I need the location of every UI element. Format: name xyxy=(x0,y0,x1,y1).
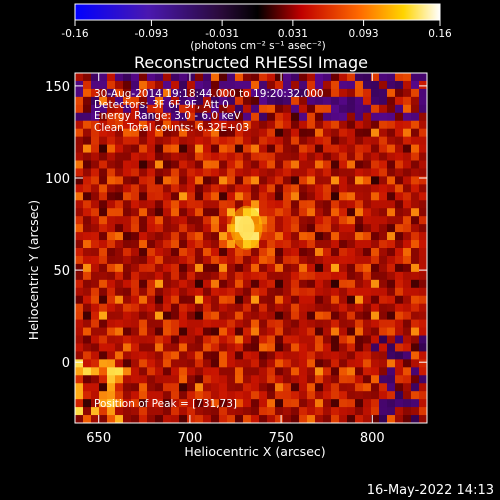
annotation-clean-counts: Clean Total counts: 6.32E+03 xyxy=(94,122,249,134)
annotation-time-range: 30-Aug-2014 19:18:44.000 to 19:20:32.000 xyxy=(94,88,324,100)
colorbar-tick-label: -0.093 xyxy=(134,28,168,40)
colorbar-tick-label: -0.16 xyxy=(61,28,88,40)
colorbar-gradient xyxy=(74,3,441,21)
x-tick-label: 650 xyxy=(86,431,111,446)
image-annotations: 30-Aug-2014 19:18:44.000 to 19:20:32.000… xyxy=(94,88,324,410)
y-tick-label: 50 xyxy=(53,264,70,279)
y-tick-label: 0 xyxy=(62,356,70,371)
colorbar-units: (photons cm⁻² s⁻¹ asec⁻²) xyxy=(190,40,325,52)
y-tick-label: 150 xyxy=(45,80,70,95)
annotation-detectors: Detectors: 3F 6F 9F, Att 0 xyxy=(94,99,229,111)
x-axis-ticks: 650 700 750 800 xyxy=(86,73,385,446)
annotation-energy-range: Energy Range: 3.0 - 6.0 keV xyxy=(94,110,242,122)
footer-timestamp: 16-May-2022 14:13 xyxy=(367,483,494,498)
colorbar-tick-label: 0.093 xyxy=(349,28,379,40)
heatmap-image xyxy=(75,73,427,423)
x-tick-label: 800 xyxy=(360,431,385,446)
x-axis-label: Heliocentric X (arcsec) xyxy=(184,444,325,459)
colorbar-tick-label: 0.031 xyxy=(278,28,308,40)
x-tick-label: 700 xyxy=(177,431,202,446)
y-axis-ticks: 0 50 100 150 xyxy=(45,80,427,371)
chart-title: Reconstructed RHESSI Image xyxy=(134,53,368,72)
colorbar-tick-label: 0.16 xyxy=(428,28,452,40)
peak-position-label: Position of Peak = [731,73] xyxy=(94,398,237,410)
x-tick-label: 750 xyxy=(269,431,294,446)
y-tick-label: 100 xyxy=(45,172,70,187)
colorbar-tick-label: -0.031 xyxy=(205,28,239,40)
y-axis-label: Heliocentric Y (arcsec) xyxy=(26,200,41,340)
plot-frame xyxy=(74,72,428,424)
colorbar-ticks: -0.16 -0.093 -0.031 0.031 0.093 0.16 xyxy=(61,20,452,40)
colorbar: -0.16 -0.093 -0.031 0.031 0.093 0.16 (photons… xyxy=(61,3,452,52)
